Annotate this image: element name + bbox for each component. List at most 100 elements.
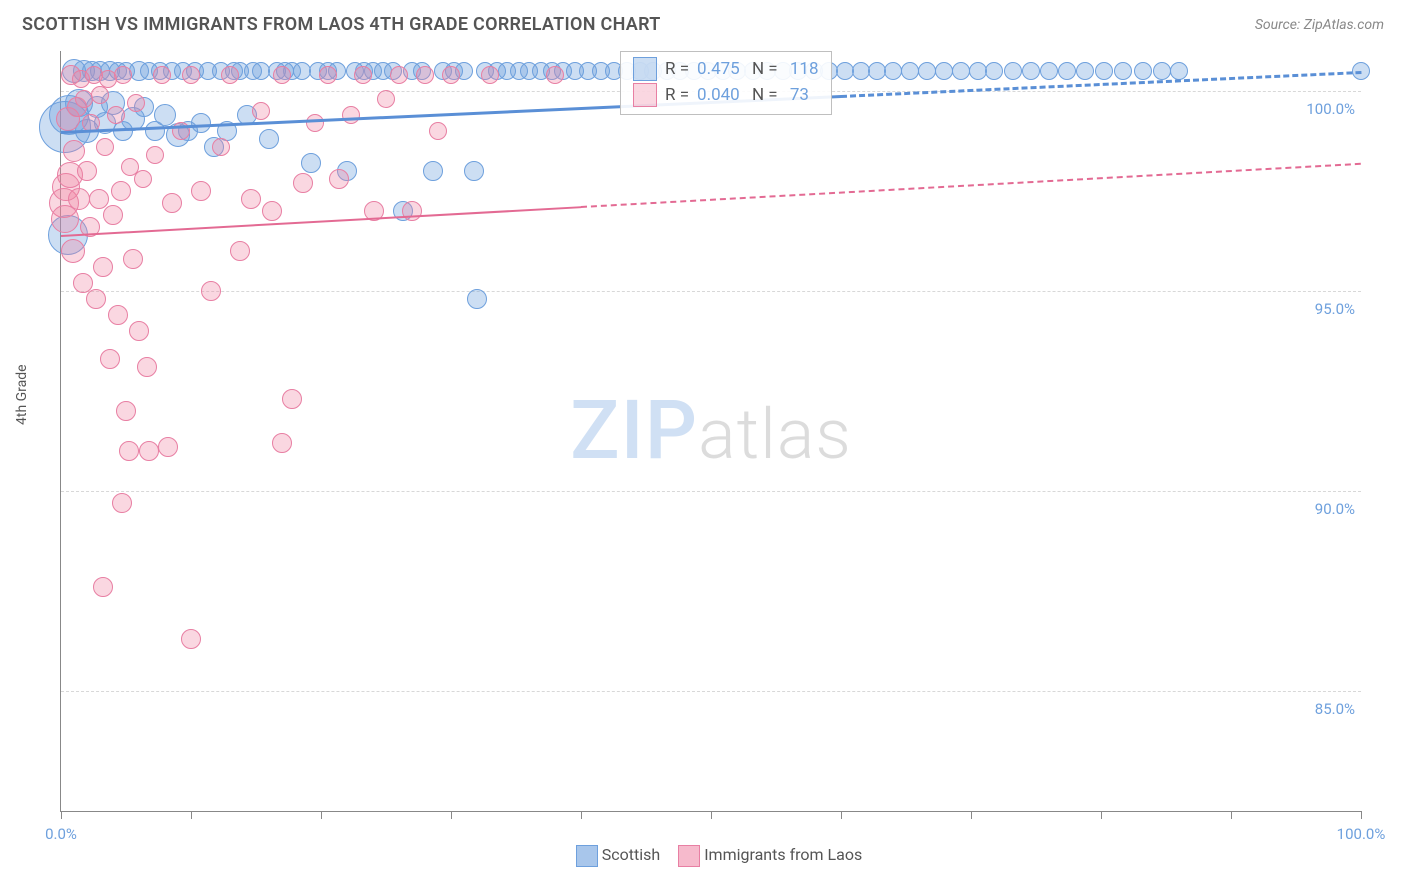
data-point xyxy=(1058,62,1076,80)
data-point xyxy=(96,138,114,156)
x-tick-label: 100.0% xyxy=(1337,825,1386,843)
data-point xyxy=(107,106,125,124)
data-point xyxy=(481,66,499,84)
data-point xyxy=(114,66,132,84)
x-tick xyxy=(451,811,452,819)
trend-line xyxy=(581,163,1361,208)
data-point xyxy=(111,181,131,201)
y-axis-label: 4th Grade xyxy=(14,364,30,425)
data-point xyxy=(1095,62,1113,80)
x-tick xyxy=(191,811,192,819)
data-point xyxy=(259,129,279,149)
data-point xyxy=(918,62,936,80)
gridline xyxy=(61,491,1361,492)
data-point xyxy=(241,189,261,209)
data-point xyxy=(402,201,422,221)
y-tick-label: 85.0% xyxy=(1315,700,1355,718)
x-tick xyxy=(711,811,712,819)
data-point xyxy=(377,90,395,108)
gridline xyxy=(61,691,1361,692)
x-tick-label: 0.0% xyxy=(45,825,77,843)
data-point xyxy=(1153,62,1171,80)
stats-legend: R = 0.475 N = 118 R = 0.040 N = 73 xyxy=(620,51,832,115)
data-point xyxy=(108,305,128,325)
data-point xyxy=(191,181,211,201)
data-point xyxy=(63,140,85,162)
data-point xyxy=(282,389,302,409)
data-point xyxy=(61,239,85,263)
data-point xyxy=(93,257,113,277)
data-point xyxy=(252,102,270,120)
x-tick xyxy=(841,811,842,819)
data-point xyxy=(901,62,919,80)
data-point xyxy=(1134,62,1152,80)
data-point xyxy=(158,437,178,457)
data-point xyxy=(116,401,136,421)
legend-r-value: 0.475 xyxy=(697,56,740,82)
data-point xyxy=(77,161,97,181)
data-point xyxy=(1040,62,1058,80)
scatter-plot: ZIPatlas 85.0%90.0%95.0%100.0%0.0%100.0%… xyxy=(60,51,1361,812)
x-tick xyxy=(61,811,62,819)
trend-line xyxy=(61,206,581,237)
data-point xyxy=(182,66,200,84)
data-point xyxy=(306,114,324,132)
data-point xyxy=(103,205,123,225)
legend-r-label: R = xyxy=(665,56,689,82)
data-point xyxy=(91,86,109,104)
legend-series-label: Immigrants from Laos xyxy=(704,845,862,864)
data-point xyxy=(86,289,106,309)
data-point xyxy=(137,357,157,377)
x-tick xyxy=(1101,811,1102,819)
legend-n-value: 73 xyxy=(786,82,809,108)
data-point xyxy=(329,169,349,189)
data-point xyxy=(134,170,152,188)
data-point xyxy=(952,62,970,80)
data-point xyxy=(146,146,164,164)
x-tick xyxy=(581,811,582,819)
data-point xyxy=(390,66,408,84)
data-point xyxy=(423,161,443,181)
legend-n-label: N = xyxy=(748,82,778,108)
data-point xyxy=(935,62,953,80)
data-point xyxy=(273,66,291,84)
data-point xyxy=(985,62,1003,80)
data-point xyxy=(68,188,90,210)
data-point xyxy=(354,66,372,84)
data-point xyxy=(429,122,447,140)
data-point xyxy=(100,349,120,369)
y-tick-label: 90.0% xyxy=(1315,500,1355,518)
data-point xyxy=(1114,62,1132,80)
data-point xyxy=(1076,62,1094,80)
data-point xyxy=(969,62,987,80)
legend-r-value: 0.040 xyxy=(697,82,740,108)
data-point xyxy=(127,94,145,112)
data-point xyxy=(93,577,113,597)
legend-swatch xyxy=(576,845,598,867)
data-point xyxy=(272,433,292,453)
data-point xyxy=(153,66,171,84)
data-point xyxy=(129,321,149,341)
data-point xyxy=(546,66,564,84)
legend-swatch xyxy=(633,57,657,81)
data-point xyxy=(230,241,250,261)
series-legend: ScottishImmigrants from Laos xyxy=(60,845,1360,867)
data-point xyxy=(464,161,484,181)
data-point xyxy=(1170,62,1188,80)
data-point xyxy=(162,193,182,213)
legend-n-label: N = xyxy=(748,56,778,82)
data-point xyxy=(342,106,360,124)
data-point xyxy=(181,629,201,649)
data-point xyxy=(1004,62,1022,80)
data-point xyxy=(262,201,282,221)
watermark: ZIPatlas xyxy=(570,383,852,479)
data-point xyxy=(89,189,109,209)
x-tick xyxy=(1231,811,1232,819)
y-tick-label: 95.0% xyxy=(1315,300,1355,318)
legend-r-label: R = xyxy=(665,82,689,108)
gridline xyxy=(61,291,1361,292)
data-point xyxy=(884,62,902,80)
data-point xyxy=(301,153,321,173)
legend-n-value: 118 xyxy=(786,56,819,82)
chart-title: SCOTTISH VS IMMIGRANTS FROM LAOS 4TH GRA… xyxy=(22,14,661,35)
